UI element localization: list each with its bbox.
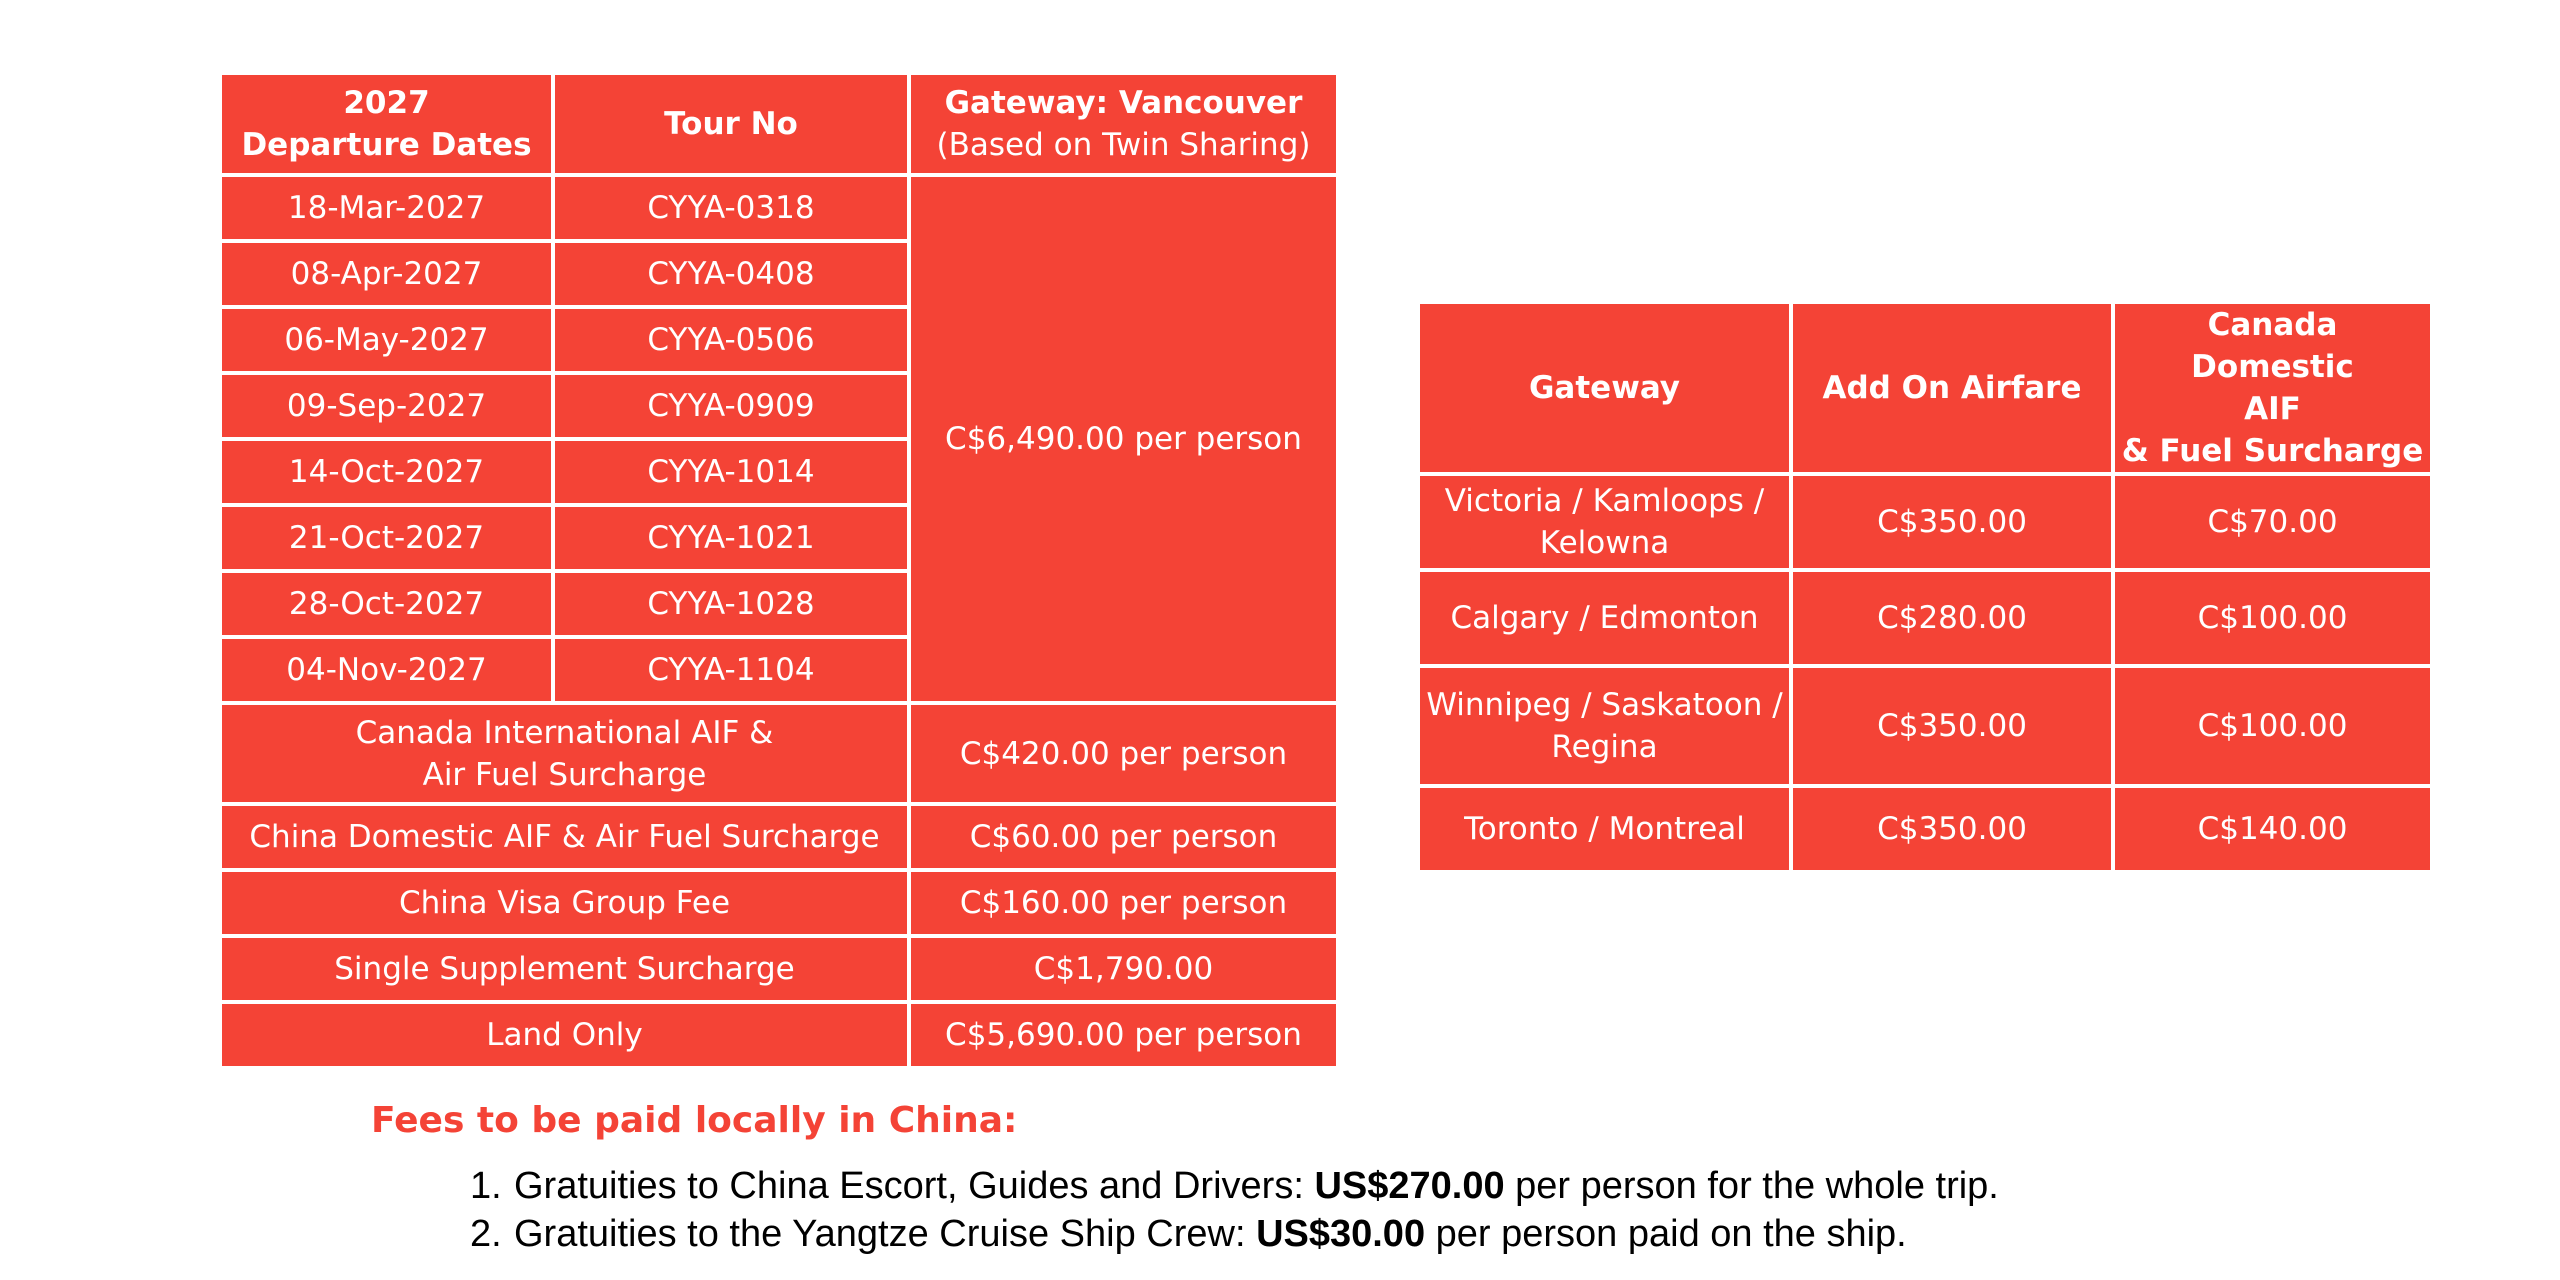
local-fee-item: 1. Gratuities to China Escort, Guides and… xyxy=(470,1162,1999,1210)
domestic-surcharge: C$140.00 xyxy=(2111,784,2434,874)
add-on-airfare: C$280.00 xyxy=(1789,568,2115,668)
tour-pricing-table: 2027 Departure Dates Tour No Gateway: Va… xyxy=(218,71,1340,1070)
add-on-airfare: C$350.00 xyxy=(1789,784,2115,874)
fee-amount: US$30.00 xyxy=(1256,1213,1426,1255)
gateway-row: Winnipeg / Saskatoon / Regina C$350.00 C… xyxy=(1416,664,2434,788)
departure-row: 08-Apr-2027 CYYA-0408 xyxy=(218,239,1338,309)
gateway-column-header: Gateway xyxy=(1416,300,1793,476)
departure-row: 21-Oct-2027 CYYA-1021 xyxy=(218,503,1338,573)
fee-row-china-domestic: China Domestic AIF & Air Fuel Surcharge … xyxy=(218,802,1340,872)
gateway-header: Gateway: Vancouver (Based on Twin Sharin… xyxy=(907,71,1340,177)
surcharge-header-line2: AIF xyxy=(2244,391,2301,427)
departure-date: 21-Oct-2027 xyxy=(218,503,555,573)
list-number: 2. xyxy=(470,1213,502,1255)
gateway-row: Calgary / Edmonton C$280.00 C$100.00 xyxy=(1416,568,2434,668)
list-number: 1. xyxy=(470,1165,502,1207)
tour-number: CYYA-1104 xyxy=(551,635,911,705)
departure-date: 18-Mar-2027 xyxy=(218,173,555,243)
departure-date: 08-Apr-2027 xyxy=(218,239,555,309)
departure-dates-header: 2027 Departure Dates xyxy=(218,71,555,177)
gateway-table-header-row: Gateway Add On Airfare Canada Domestic A… xyxy=(1416,300,2434,476)
gateway-cities-line1: Victoria / Kamloops / xyxy=(1444,483,1765,519)
departure-row: 18-Mar-2027 CYYA-0318 C$6,490.00 per per… xyxy=(218,173,1340,705)
local-fees-title: Fees to be paid locally in China: xyxy=(371,1100,1018,1141)
departure-row: 06-May-2027 CYYA-0506 xyxy=(218,305,1338,375)
fee-label: Single Supplement Surcharge xyxy=(218,934,911,1004)
fee-text-after: per person paid on the ship. xyxy=(1425,1213,1907,1255)
add-on-airfare: C$350.00 xyxy=(1789,472,2115,572)
departure-date: 06-May-2027 xyxy=(218,305,555,375)
fee-row-single-supplement: Single Supplement Surcharge C$1,790.00 xyxy=(218,934,1340,1004)
fee-label: Canada International AIF & Air Fuel Surc… xyxy=(218,701,911,806)
gateway-cities: Toronto / Montreal xyxy=(1416,784,1793,874)
fee-value: C$5,690.00 per person xyxy=(907,1000,1340,1070)
gateway-cities: Calgary / Edmonton xyxy=(1416,568,1793,668)
fee-label-line1: Canada International AIF & xyxy=(355,714,774,751)
fee-amount: US$270.00 xyxy=(1314,1165,1505,1207)
departure-row: 09-Sep-2027 CYYA-0909 xyxy=(218,371,1338,441)
fee-value: C$420.00 per person xyxy=(907,701,1340,806)
header-year: 2027 xyxy=(343,85,430,121)
fee-label: China Visa Group Fee xyxy=(218,868,911,938)
fee-label: China Domestic AIF & Air Fuel Surcharge xyxy=(218,802,911,872)
add-on-airfare: C$350.00 xyxy=(1789,664,2115,788)
surcharge-header-line3: & Fuel Surcharge xyxy=(2121,433,2424,469)
gateway-cities: Winnipeg / Saskatoon / Regina xyxy=(1416,664,1793,788)
departure-row: 04-Nov-2027 CYYA-1104 xyxy=(218,635,1338,705)
tour-number: CYYA-1028 xyxy=(551,569,911,639)
fee-text-before: Gratuities to China Escort, Guides and D… xyxy=(514,1165,1315,1207)
gateway-header-title: Gateway: Vancouver xyxy=(944,85,1303,121)
airfare-column-header: Add On Airfare xyxy=(1789,300,2115,476)
gateway-cities: Victoria / Kamloops / Kelowna xyxy=(1416,472,1793,572)
fee-text-after: per person for the whole trip. xyxy=(1504,1165,1999,1207)
fee-value: C$1,790.00 xyxy=(907,934,1340,1004)
gateway-cities-line2: Regina xyxy=(1551,729,1658,765)
fee-label-line2: Air Fuel Surcharge xyxy=(422,756,707,793)
tour-number: CYYA-1021 xyxy=(551,503,911,573)
gateway-addon-table: Gateway Add On Airfare Canada Domestic A… xyxy=(1416,300,2434,874)
fee-value: C$60.00 per person xyxy=(907,802,1340,872)
header-departure-dates: Departure Dates xyxy=(241,127,532,163)
gateway-cities-line1: Winnipeg / Saskatoon / xyxy=(1426,687,1783,723)
fee-value: C$160.00 per person xyxy=(907,868,1340,938)
departure-date: 04-Nov-2027 xyxy=(218,635,555,705)
gateway-header-note: (Based on Twin Sharing) xyxy=(936,127,1311,163)
domestic-surcharge: C$100.00 xyxy=(2111,568,2434,668)
tour-number: CYYA-0506 xyxy=(551,305,911,375)
tour-number: CYYA-1014 xyxy=(551,437,911,507)
tour-price: C$6,490.00 per person xyxy=(907,173,1340,705)
fee-row-china-visa: China Visa Group Fee C$160.00 per person xyxy=(218,868,1340,938)
departure-row: 14-Oct-2027 CYYA-1014 xyxy=(218,437,1338,507)
departure-date: 28-Oct-2027 xyxy=(218,569,555,639)
departure-date: 09-Sep-2027 xyxy=(218,371,555,441)
departure-row: 28-Oct-2027 CYYA-1028 xyxy=(218,569,1338,639)
gateway-row: Toronto / Montreal C$350.00 C$140.00 xyxy=(1416,784,2434,874)
surcharge-column-header: Canada Domestic AIF & Fuel Surcharge xyxy=(2111,300,2434,476)
fee-text-before: Gratuities to the Yangtze Cruise Ship Cr… xyxy=(514,1213,1257,1255)
tour-number: CYYA-0909 xyxy=(551,371,911,441)
tour-number: CYYA-0318 xyxy=(551,173,911,243)
domestic-surcharge: C$70.00 xyxy=(2111,472,2434,572)
local-fee-item: 2. Gratuities to the Yangtze Cruise Ship … xyxy=(470,1210,1999,1258)
local-fees-list: 1. Gratuities to China Escort, Guides and… xyxy=(470,1162,1999,1258)
fee-label: Land Only xyxy=(218,1000,911,1070)
gateway-cities-line2: Kelowna xyxy=(1539,525,1670,561)
departure-date: 14-Oct-2027 xyxy=(218,437,555,507)
fee-row-land-only: Land Only C$5,690.00 per person xyxy=(218,1000,1340,1070)
fee-row-canada-international: Canada International AIF & Air Fuel Surc… xyxy=(218,701,1340,806)
surcharge-header-line1: Canada Domestic xyxy=(2191,307,2354,385)
table-header-row: 2027 Departure Dates Tour No Gateway: Va… xyxy=(218,71,1340,177)
tour-number: CYYA-0408 xyxy=(551,239,911,309)
gateway-row: Victoria / Kamloops / Kelowna C$350.00 C… xyxy=(1416,472,2434,572)
tour-no-header: Tour No xyxy=(551,71,911,177)
domestic-surcharge: C$100.00 xyxy=(2111,664,2434,788)
